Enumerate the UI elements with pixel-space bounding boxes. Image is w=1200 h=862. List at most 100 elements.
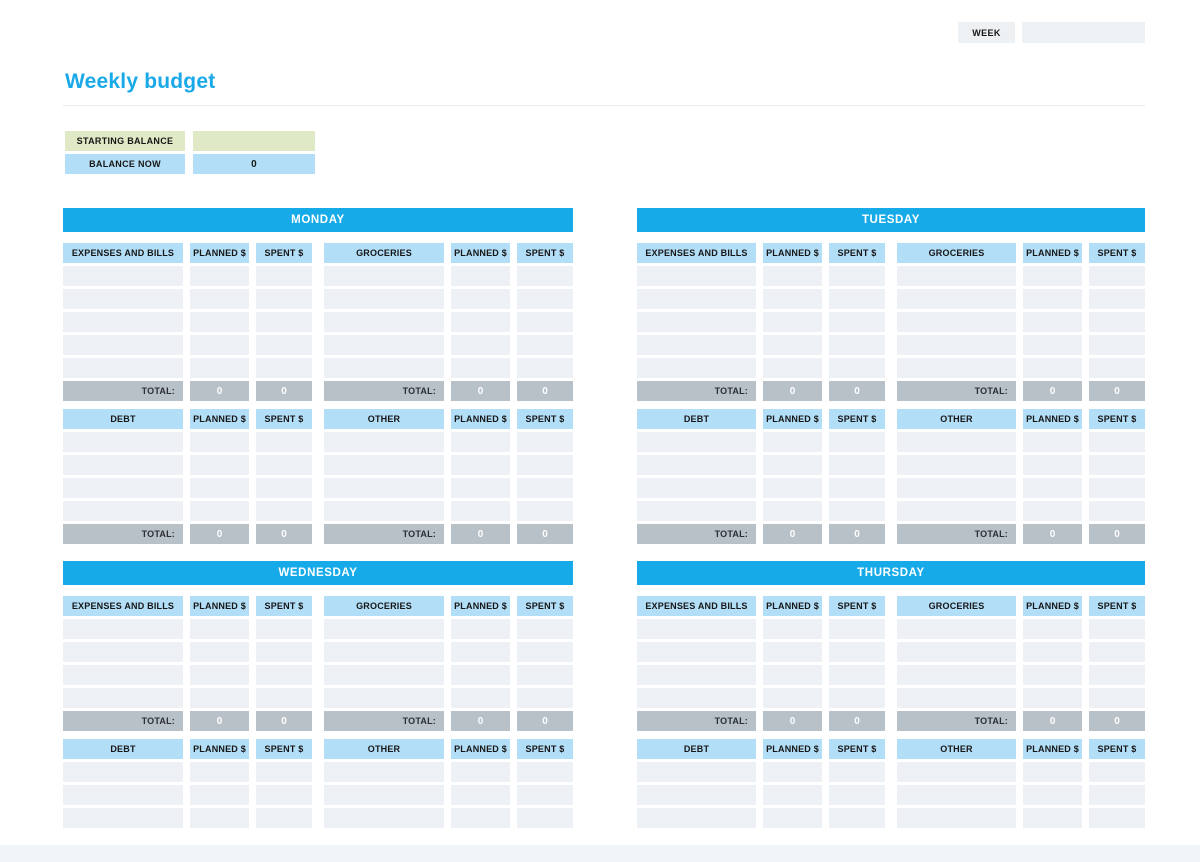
input-cell-debt-planned[interactable]	[763, 762, 822, 782]
input-cell-expenses-and-bills-planned[interactable]	[190, 312, 249, 332]
input-cell-groceries-planned[interactable]	[451, 642, 510, 662]
input-cell-other-item[interactable]	[324, 478, 444, 498]
input-cell-groceries-item[interactable]	[324, 289, 444, 309]
input-cell-groceries-item[interactable]	[324, 665, 444, 685]
input-cell-groceries-planned[interactable]	[451, 665, 510, 685]
input-cell-debt-spent[interactable]	[829, 762, 885, 782]
input-cell-other-item[interactable]	[324, 785, 444, 805]
input-cell-expenses-and-bills-spent[interactable]	[829, 619, 885, 639]
input-cell-expenses-and-bills-item[interactable]	[63, 266, 183, 286]
input-cell-groceries-item[interactable]	[897, 665, 1016, 685]
input-cell-debt-item[interactable]	[63, 762, 183, 782]
input-cell-groceries-item[interactable]	[324, 335, 444, 355]
input-cell-groceries-planned[interactable]	[1023, 665, 1082, 685]
input-cell-other-planned[interactable]	[451, 762, 510, 782]
input-cell-groceries-item[interactable]	[897, 358, 1016, 378]
input-cell-debt-item[interactable]	[637, 808, 756, 828]
input-cell-other-spent[interactable]	[1089, 785, 1145, 805]
input-cell-groceries-item[interactable]	[324, 688, 444, 708]
input-cell-groceries-item[interactable]	[897, 266, 1016, 286]
input-cell-other-item[interactable]	[324, 762, 444, 782]
input-cell-other-item[interactable]	[324, 808, 444, 828]
input-cell-groceries-item[interactable]	[897, 312, 1016, 332]
input-cell-other-spent[interactable]	[517, 808, 573, 828]
input-cell-other-item[interactable]	[897, 785, 1016, 805]
input-cell-groceries-spent[interactable]	[1089, 289, 1145, 309]
input-cell-debt-spent[interactable]	[256, 478, 312, 498]
input-cell-debt-item[interactable]	[637, 501, 756, 521]
input-cell-groceries-planned[interactable]	[1023, 266, 1082, 286]
input-cell-other-item[interactable]	[897, 455, 1016, 475]
input-cell-debt-item[interactable]	[63, 785, 183, 805]
input-cell-groceries-planned[interactable]	[451, 266, 510, 286]
input-cell-debt-item[interactable]	[637, 478, 756, 498]
input-cell-expenses-and-bills-planned[interactable]	[763, 335, 822, 355]
input-cell-groceries-planned[interactable]	[451, 619, 510, 639]
input-cell-expenses-and-bills-planned[interactable]	[190, 642, 249, 662]
input-cell-groceries-planned[interactable]	[1023, 358, 1082, 378]
input-cell-debt-planned[interactable]	[190, 501, 249, 521]
input-cell-groceries-item[interactable]	[897, 335, 1016, 355]
input-cell-debt-item[interactable]	[63, 432, 183, 452]
input-cell-expenses-and-bills-planned[interactable]	[190, 358, 249, 378]
input-cell-debt-planned[interactable]	[190, 455, 249, 475]
input-cell-expenses-and-bills-spent[interactable]	[829, 266, 885, 286]
input-cell-expenses-and-bills-spent[interactable]	[829, 688, 885, 708]
input-cell-groceries-spent[interactable]	[517, 688, 573, 708]
input-cell-expenses-and-bills-spent[interactable]	[256, 688, 312, 708]
input-cell-debt-spent[interactable]	[256, 501, 312, 521]
input-cell-groceries-planned[interactable]	[451, 312, 510, 332]
input-cell-other-item[interactable]	[897, 501, 1016, 521]
input-cell-other-planned[interactable]	[1023, 785, 1082, 805]
input-cell-groceries-spent[interactable]	[517, 665, 573, 685]
week-value-cell[interactable]	[1022, 22, 1145, 43]
input-cell-debt-spent[interactable]	[256, 785, 312, 805]
input-cell-expenses-and-bills-item[interactable]	[63, 665, 183, 685]
input-cell-groceries-spent[interactable]	[517, 312, 573, 332]
input-cell-expenses-and-bills-spent[interactable]	[829, 642, 885, 662]
input-cell-expenses-and-bills-item[interactable]	[637, 266, 756, 286]
input-cell-other-planned[interactable]	[1023, 762, 1082, 782]
input-cell-debt-spent[interactable]	[256, 432, 312, 452]
input-cell-groceries-spent[interactable]	[1089, 335, 1145, 355]
input-cell-expenses-and-bills-planned[interactable]	[763, 289, 822, 309]
input-cell-debt-spent[interactable]	[256, 808, 312, 828]
input-cell-expenses-and-bills-spent[interactable]	[829, 289, 885, 309]
input-cell-expenses-and-bills-spent[interactable]	[256, 335, 312, 355]
input-cell-debt-item[interactable]	[63, 478, 183, 498]
input-cell-groceries-item[interactable]	[324, 266, 444, 286]
input-cell-other-spent[interactable]	[1089, 478, 1145, 498]
input-cell-groceries-spent[interactable]	[517, 358, 573, 378]
input-cell-other-planned[interactable]	[1023, 478, 1082, 498]
input-cell-debt-item[interactable]	[637, 432, 756, 452]
input-cell-other-spent[interactable]	[517, 455, 573, 475]
input-cell-expenses-and-bills-planned[interactable]	[763, 266, 822, 286]
input-cell-expenses-and-bills-spent[interactable]	[256, 642, 312, 662]
input-cell-expenses-and-bills-planned[interactable]	[190, 688, 249, 708]
input-cell-expenses-and-bills-spent[interactable]	[256, 312, 312, 332]
input-cell-expenses-and-bills-item[interactable]	[637, 358, 756, 378]
input-cell-expenses-and-bills-spent[interactable]	[829, 358, 885, 378]
input-cell-debt-spent[interactable]	[256, 455, 312, 475]
input-cell-other-item[interactable]	[324, 432, 444, 452]
input-cell-groceries-planned[interactable]	[1023, 289, 1082, 309]
input-cell-other-spent[interactable]	[517, 501, 573, 521]
input-cell-groceries-planned[interactable]	[1023, 619, 1082, 639]
input-cell-other-item[interactable]	[897, 808, 1016, 828]
input-cell-expenses-and-bills-item[interactable]	[63, 688, 183, 708]
input-cell-debt-planned[interactable]	[763, 785, 822, 805]
input-cell-expenses-and-bills-item[interactable]	[63, 289, 183, 309]
input-cell-groceries-item[interactable]	[897, 642, 1016, 662]
input-cell-expenses-and-bills-item[interactable]	[63, 312, 183, 332]
input-cell-expenses-and-bills-item[interactable]	[637, 289, 756, 309]
input-cell-expenses-and-bills-spent[interactable]	[256, 266, 312, 286]
input-cell-debt-item[interactable]	[63, 455, 183, 475]
input-cell-other-spent[interactable]	[1089, 501, 1145, 521]
input-cell-groceries-item[interactable]	[324, 619, 444, 639]
input-cell-expenses-and-bills-item[interactable]	[637, 312, 756, 332]
input-cell-expenses-and-bills-spent[interactable]	[256, 619, 312, 639]
input-cell-expenses-and-bills-item[interactable]	[637, 642, 756, 662]
input-cell-groceries-spent[interactable]	[517, 642, 573, 662]
input-cell-other-item[interactable]	[324, 455, 444, 475]
input-cell-expenses-and-bills-planned[interactable]	[190, 619, 249, 639]
